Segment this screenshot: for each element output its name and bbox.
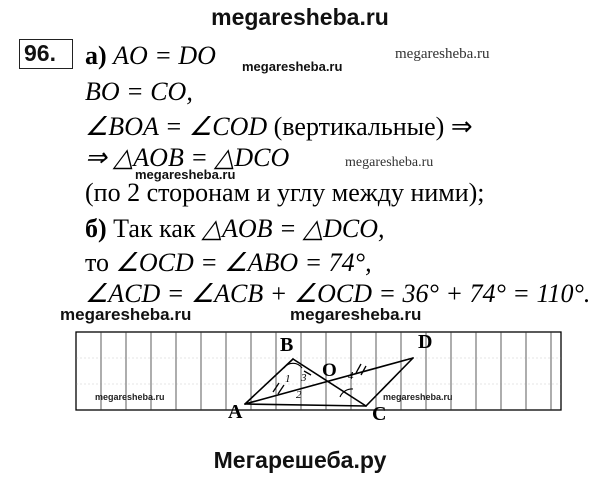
svg-text:D: D: [418, 331, 432, 353]
svg-text:megaresheba.ru: megaresheba.ru: [383, 392, 453, 402]
svg-text:B: B: [280, 334, 293, 356]
svg-text:megaresheba.ru: megaresheba.ru: [95, 392, 165, 402]
svg-text:C: C: [372, 403, 386, 425]
svg-text:3: 3: [300, 372, 307, 384]
svg-text:O: O: [322, 360, 337, 381]
svg-text:1: 1: [285, 373, 291, 385]
svg-text:4: 4: [348, 370, 354, 382]
svg-text:A: A: [228, 401, 243, 423]
svg-text:2: 2: [296, 389, 302, 401]
